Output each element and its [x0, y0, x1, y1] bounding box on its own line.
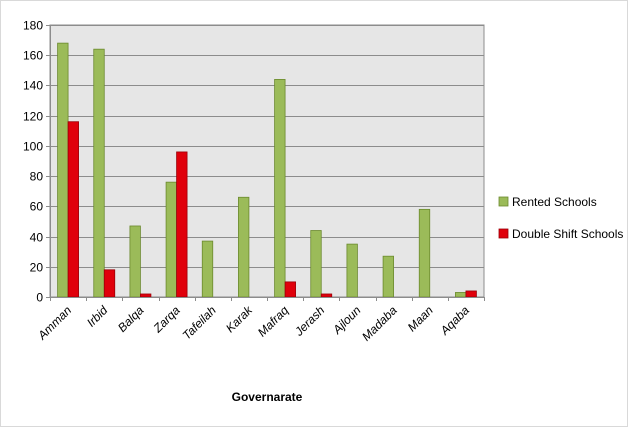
gridlines	[50, 25, 484, 268]
x-tick-label-karak: Karak	[223, 303, 256, 336]
bar-rented-schools-tafeilah	[201, 240, 214, 298]
x-tick-label-irbid: Irbid	[84, 303, 111, 330]
bar-rented-schools-amman	[57, 42, 69, 298]
x-tick-label-balqa: Balqa	[115, 303, 147, 335]
y-tick-label: 80	[30, 170, 44, 184]
bar-rented-schools-balqa	[129, 225, 141, 298]
bar-rented-schools-aqaba	[455, 292, 467, 298]
x-tick-label-maan: Maan	[405, 303, 436, 334]
bar-double-shift-schools-irbid	[103, 269, 116, 298]
bar-rented-schools-jerash	[310, 230, 322, 298]
x-tick-label-zarqa: Zarqa	[150, 303, 183, 336]
legend-swatch-rented-schools	[498, 196, 509, 207]
plot-area	[49, 24, 485, 298]
x-tick-label-ajloun: Ajloun	[329, 303, 363, 337]
x-tick-label-aqaba: Aqaba	[437, 303, 472, 338]
bar-rented-schools-maan	[418, 208, 431, 298]
y-tick-label: 40	[30, 231, 44, 245]
legend-swatch-double-shift-schools	[498, 228, 509, 239]
legend-label-rented-schools: Rented Schools	[512, 195, 597, 209]
bar-double-shift-schools-jerash	[320, 293, 333, 298]
y-tick-label: 140	[23, 79, 43, 93]
bar-double-shift-schools-amman	[67, 121, 79, 298]
bar-rented-schools-madaba	[382, 255, 394, 298]
bar-rented-schools-zarqa	[165, 181, 177, 298]
x-tick-label-jerash: Jerash	[291, 303, 327, 339]
x-tick-label-madaba: Madaba	[359, 303, 400, 344]
y-tick-label: 0	[36, 291, 43, 305]
bar-rented-schools-karak	[238, 196, 250, 298]
x-axis-title: Governarate	[232, 390, 303, 404]
x-tick-label-amman: Amman	[34, 303, 74, 343]
bar-double-shift-schools-balqa	[140, 293, 152, 298]
bars	[57, 42, 477, 298]
y-tick-label: 60	[30, 200, 44, 214]
bar-double-shift-schools-aqaba	[465, 290, 477, 298]
y-tick-label: 100	[23, 140, 43, 154]
bar-double-shift-schools-zarqa	[176, 151, 188, 298]
x-tick-label-mafraq: Mafraq	[255, 303, 292, 340]
y-axis-ticks: 0 20 40 60 80 100 120 140 160 180	[23, 19, 50, 305]
y-tick-label: 120	[23, 110, 43, 124]
bar-double-shift-schools-mafraq	[284, 281, 296, 298]
bar-rented-schools-mafraq	[274, 79, 286, 298]
legend: Rented Schools Double Shift Schools	[498, 195, 623, 241]
y-tick-label: 160	[23, 49, 43, 63]
legend-label-double-shift-schools: Double Shift Schools	[512, 227, 623, 241]
x-tick-label-tafeilah: Tafeilah	[180, 303, 220, 343]
y-tick-label: 20	[30, 261, 44, 275]
bar-rented-schools-ajloun	[346, 243, 358, 298]
y-tick-label: 180	[23, 19, 43, 33]
bar-rented-schools-irbid	[93, 48, 105, 298]
